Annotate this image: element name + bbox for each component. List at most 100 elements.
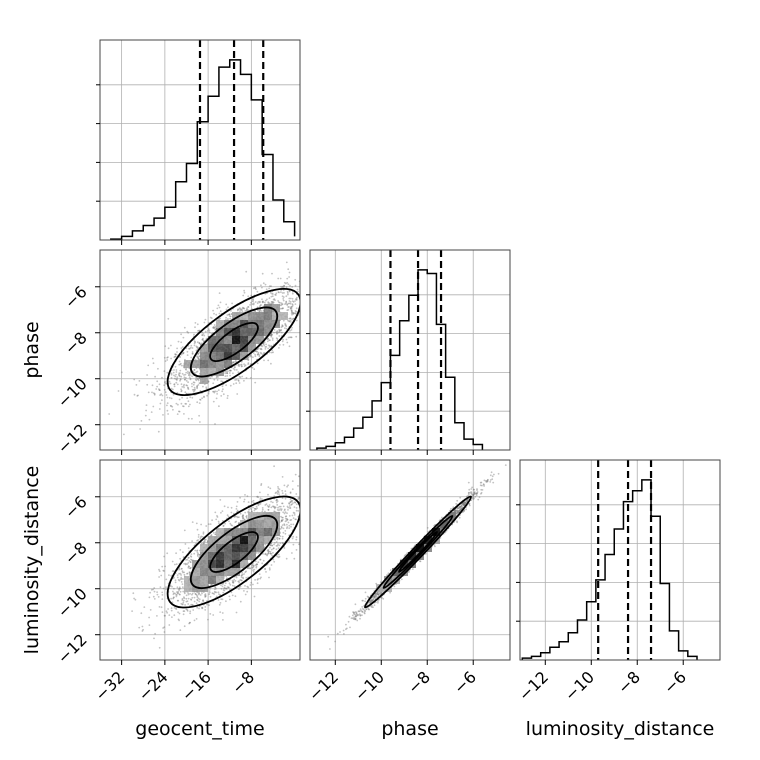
sample-point [273, 543, 275, 546]
sample-point [267, 552, 270, 554]
sample-point [179, 378, 182, 381]
sample-point [245, 377, 248, 379]
sample-point [190, 566, 192, 569]
sample-point [178, 589, 181, 592]
sample-point [268, 287, 270, 290]
sample-point [324, 322, 326, 324]
sample-point [268, 568, 271, 571]
sample-point [278, 331, 281, 333]
sample-point [286, 290, 289, 293]
sample-point [174, 355, 177, 358]
sample-point [226, 372, 228, 374]
sample-point [189, 561, 192, 563]
sample-point [175, 402, 178, 405]
sample-point [229, 583, 232, 586]
sample-point [290, 309, 293, 312]
sample-point [251, 564, 254, 566]
sample-point [202, 333, 205, 335]
sample-point [287, 484, 289, 487]
sample-point [256, 582, 259, 585]
sample-point [298, 475, 300, 478]
sample-point [183, 529, 186, 532]
sample-point [187, 557, 190, 559]
sample-point [224, 372, 227, 375]
sample-point [267, 509, 270, 511]
sample-point [267, 359, 270, 362]
sample-point [222, 388, 224, 391]
sample-point [196, 606, 199, 609]
sample-point [178, 586, 181, 589]
sample-point [267, 493, 269, 496]
sample-point [207, 380, 210, 383]
sample-point [135, 384, 138, 386]
sample-point [194, 341, 197, 344]
sample-point [180, 390, 183, 393]
sample-point [229, 315, 232, 318]
sample-point [283, 292, 285, 294]
sample-point [263, 344, 266, 347]
sample-point [193, 388, 195, 391]
sample-point [183, 597, 186, 600]
sample-point [158, 389, 161, 391]
sample-point [173, 383, 176, 386]
sample-point [197, 378, 199, 380]
sample-point [267, 508, 270, 511]
sample-point [301, 294, 303, 296]
sample-point [275, 541, 278, 543]
sample-point [215, 397, 218, 400]
sample-point [199, 398, 201, 401]
sample-point [281, 325, 284, 328]
sample-point [175, 353, 178, 356]
sample-point [286, 277, 289, 280]
sample-point [170, 609, 173, 612]
sample-point [164, 614, 166, 617]
sample-point [194, 388, 197, 391]
sample-point [160, 606, 163, 609]
sample-point [167, 317, 170, 320]
sample-point [204, 609, 207, 611]
sample-point [199, 594, 202, 596]
sample-point [312, 276, 314, 278]
sample-point [190, 556, 193, 558]
sample-point [239, 512, 242, 515]
sample-point [227, 306, 229, 309]
sample-point [286, 485, 288, 488]
sample-point [225, 308, 228, 311]
sample-point [288, 297, 291, 300]
sample-point [159, 586, 162, 588]
density-cell [256, 320, 264, 328]
sample-point [166, 552, 169, 555]
sample-point [163, 384, 166, 387]
sample-point [241, 579, 243, 582]
sample-point [258, 354, 261, 356]
sample-point [319, 488, 321, 490]
sample-point [257, 300, 260, 303]
density-cell [232, 344, 240, 352]
sample-point [296, 296, 298, 299]
sample-point [305, 315, 307, 317]
sample-point [178, 372, 181, 375]
sample-point [202, 532, 205, 535]
sample-point [305, 308, 307, 310]
sample-point [172, 408, 174, 411]
sample-point [290, 307, 293, 310]
density-cell [264, 328, 272, 336]
sample-point [241, 310, 244, 313]
sample-point [238, 522, 240, 525]
sample-point [261, 510, 264, 513]
sample-point [189, 374, 192, 376]
sample-point [184, 563, 187, 566]
sample-point [287, 293, 289, 296]
sample-point [288, 320, 291, 323]
sample-point [164, 565, 167, 568]
sample-point [273, 331, 275, 334]
sample-point [161, 611, 164, 613]
sample-point [289, 498, 292, 501]
sample-point [290, 336, 293, 339]
sample-point [276, 491, 279, 493]
sample-point [282, 286, 285, 289]
density-cell [256, 328, 264, 336]
sample-point [270, 553, 273, 555]
sample-point [257, 561, 260, 564]
sample-point [263, 301, 266, 304]
